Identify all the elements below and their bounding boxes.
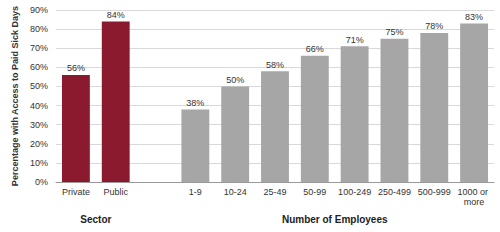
svg-text:84%: 84% — [107, 10, 125, 20]
svg-text:40%: 40% — [30, 101, 48, 111]
svg-text:50%: 50% — [30, 81, 48, 91]
svg-text:30%: 30% — [30, 120, 48, 130]
svg-text:50%: 50% — [226, 75, 244, 85]
svg-text:58%: 58% — [266, 60, 284, 70]
svg-text:250-499: 250-499 — [378, 187, 411, 197]
svg-text:more: more — [464, 197, 485, 207]
svg-text:Percentage with Access to Paid: Percentage with Access to Paid Sick Days — [10, 6, 20, 186]
svg-text:1-9: 1-9 — [189, 187, 202, 197]
svg-text:70%: 70% — [30, 43, 48, 53]
svg-text:50-99: 50-99 — [303, 187, 326, 197]
svg-text:38%: 38% — [186, 98, 204, 108]
svg-text:10%: 10% — [30, 158, 48, 168]
svg-text:10-24: 10-24 — [224, 187, 247, 197]
svg-text:83%: 83% — [465, 12, 483, 22]
svg-text:25-49: 25-49 — [263, 187, 286, 197]
svg-text:Number of Employees: Number of Employees — [282, 214, 388, 225]
svg-text:66%: 66% — [306, 44, 324, 54]
svg-text:80%: 80% — [30, 24, 48, 34]
svg-text:100-249: 100-249 — [338, 187, 371, 197]
svg-text:Sector: Sector — [80, 214, 111, 225]
svg-text:Private: Private — [62, 187, 90, 197]
svg-text:56%: 56% — [67, 63, 85, 73]
svg-text:Public: Public — [103, 187, 128, 197]
svg-text:0%: 0% — [35, 177, 48, 187]
svg-text:1000 or: 1000 or — [458, 187, 491, 197]
svg-text:75%: 75% — [385, 27, 403, 37]
svg-text:90%: 90% — [30, 5, 48, 15]
svg-text:500-999: 500-999 — [418, 187, 451, 197]
svg-text:71%: 71% — [346, 35, 364, 45]
svg-text:78%: 78% — [425, 21, 443, 31]
svg-text:20%: 20% — [30, 139, 48, 149]
svg-text:60%: 60% — [30, 62, 48, 72]
